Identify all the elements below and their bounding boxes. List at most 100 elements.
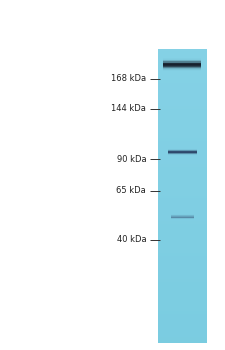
Bar	[158, 326, 207, 327]
Bar	[158, 262, 207, 264]
Bar	[158, 80, 207, 81]
Bar	[158, 207, 207, 208]
Bar	[158, 274, 207, 275]
Bar	[158, 338, 207, 339]
Bar	[158, 135, 207, 136]
Bar	[158, 114, 207, 115]
Bar	[158, 104, 207, 105]
Bar	[158, 92, 207, 93]
Bar	[158, 302, 207, 303]
Bar	[158, 282, 207, 283]
Bar	[158, 246, 207, 247]
Bar	[158, 290, 207, 291]
Bar	[158, 206, 207, 207]
Bar	[158, 87, 207, 88]
Bar	[158, 210, 207, 211]
Bar	[158, 70, 207, 71]
Bar	[158, 137, 207, 138]
Bar	[158, 293, 207, 294]
Bar	[158, 266, 207, 267]
Bar	[158, 62, 207, 63]
Bar	[158, 272, 207, 273]
Bar	[163, 64, 201, 65]
Bar	[158, 295, 207, 296]
Bar	[158, 191, 207, 192]
Bar	[158, 151, 207, 152]
Bar	[158, 341, 207, 342]
Bar	[158, 217, 207, 218]
Bar	[158, 334, 207, 335]
Bar	[158, 182, 207, 183]
Bar	[158, 119, 207, 120]
Bar	[158, 88, 207, 89]
Bar	[158, 233, 207, 234]
Bar	[158, 308, 207, 309]
Bar	[158, 103, 207, 104]
Bar	[158, 162, 207, 163]
Bar	[158, 294, 207, 295]
Bar	[158, 83, 207, 84]
Bar	[163, 61, 201, 62]
Bar	[158, 168, 207, 169]
Bar	[158, 247, 207, 248]
Bar	[158, 106, 207, 107]
Bar	[158, 285, 207, 286]
Bar	[158, 218, 207, 219]
Bar	[158, 178, 207, 179]
Bar	[158, 145, 207, 146]
Bar	[158, 128, 207, 130]
Bar	[158, 335, 207, 336]
Bar	[158, 189, 207, 190]
Bar	[158, 268, 207, 270]
Bar	[158, 190, 207, 191]
Bar	[158, 271, 207, 272]
Bar	[158, 304, 207, 305]
Bar	[158, 260, 207, 261]
Bar	[158, 231, 207, 232]
Bar	[158, 324, 207, 326]
Bar	[158, 152, 207, 153]
Bar	[158, 140, 207, 141]
Bar	[158, 283, 207, 284]
Bar	[158, 322, 207, 323]
Bar	[158, 316, 207, 317]
Bar	[158, 50, 207, 51]
Bar	[158, 323, 207, 324]
Text: 168 kDa: 168 kDa	[111, 74, 146, 83]
Bar	[158, 82, 207, 83]
Bar	[158, 121, 207, 122]
Bar	[158, 275, 207, 276]
Bar	[158, 244, 207, 245]
Bar	[158, 318, 207, 320]
Bar	[158, 93, 207, 94]
Bar	[158, 184, 207, 185]
Bar	[163, 59, 201, 60]
Bar	[158, 215, 207, 216]
Bar	[158, 284, 207, 285]
Bar	[158, 276, 207, 277]
Text: 144 kDa: 144 kDa	[111, 104, 146, 113]
Bar	[158, 234, 207, 235]
Bar	[158, 72, 207, 74]
Bar	[158, 57, 207, 58]
Bar	[158, 321, 207, 322]
Bar	[158, 127, 207, 128]
Bar	[158, 342, 207, 343]
Bar	[158, 311, 207, 312]
Bar	[158, 175, 207, 176]
Bar	[158, 296, 207, 297]
Bar	[158, 196, 207, 197]
Bar	[158, 49, 207, 50]
Bar	[158, 252, 207, 253]
Bar	[158, 117, 207, 118]
Bar	[158, 198, 207, 199]
Bar	[158, 56, 207, 57]
Bar	[158, 235, 207, 236]
Bar	[163, 65, 201, 66]
Bar	[158, 141, 207, 142]
Bar	[158, 273, 207, 274]
Bar	[158, 180, 207, 181]
Bar	[158, 258, 207, 259]
Bar	[158, 254, 207, 255]
Bar	[158, 183, 207, 184]
